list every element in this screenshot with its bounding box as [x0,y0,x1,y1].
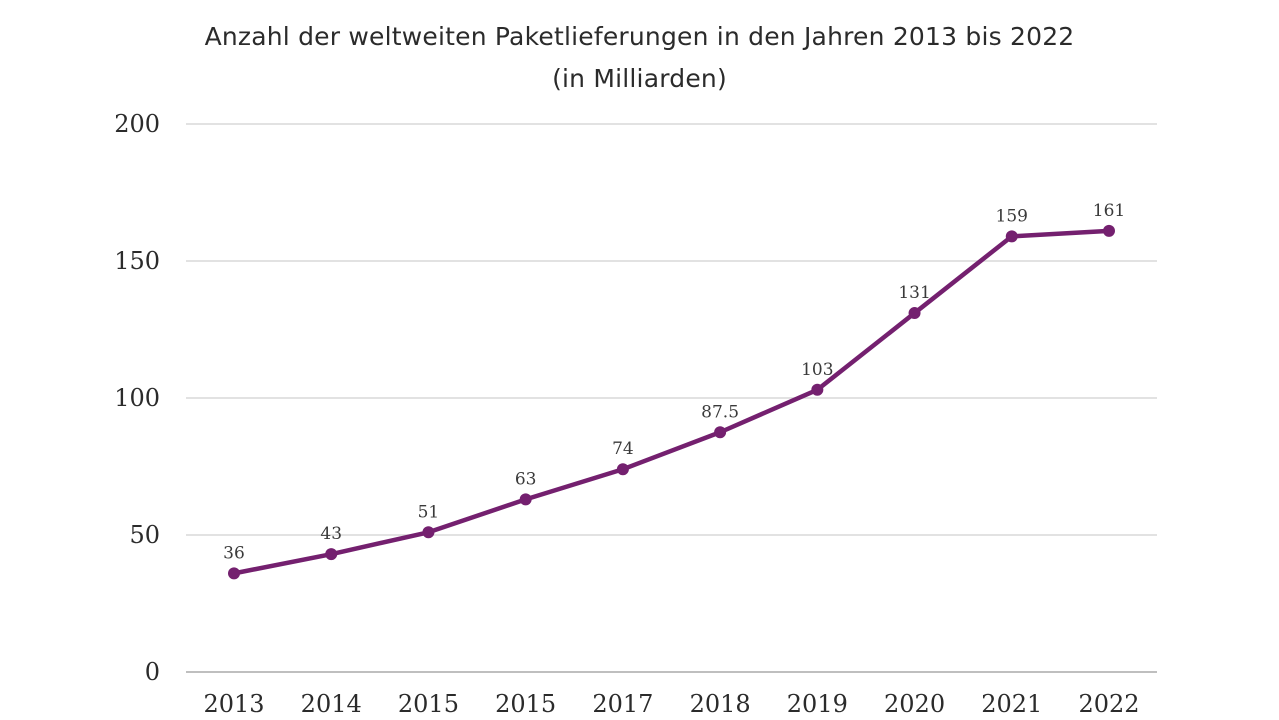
series-polyline [231,228,1112,576]
x-tick-label: 2021 [981,690,1042,718]
data-label: 103 [801,360,833,380]
y-axis-ticks: 0 50 100 150 200 [114,110,160,686]
x-tick-label: 2013 [203,690,264,718]
y-tick-label: 50 [129,521,160,549]
data-point [422,526,435,539]
data-label: 74 [612,439,634,459]
data-point [325,548,338,561]
x-tick-label: 2015 [398,690,459,718]
data-label: 63 [515,469,537,489]
x-tick-label: 2022 [1078,690,1139,718]
data-label: 131 [898,283,930,303]
data-label: 161 [1093,201,1125,221]
y-tick-label: 0 [145,658,160,686]
x-tick-label: 2020 [884,690,945,718]
data-point [519,493,532,506]
data-point [616,463,629,476]
data-point [1005,230,1018,243]
data-label: 51 [418,502,440,522]
x-axis-ticks: 2013 2014 2015 2015 2017 2018 2019 2020 2021 2022 [203,690,1139,718]
y-tick-label: 150 [114,247,160,275]
data-label: 159 [996,206,1028,226]
y-tick-label: 200 [114,110,160,138]
data-point [811,383,824,396]
x-tick-label: 2019 [787,690,848,718]
series-line [231,228,1112,576]
x-tick-label: 2018 [690,690,751,718]
data-labels: 36 43 51 63 74 87.5 103 131 159 161 [223,201,1125,563]
data-points [228,224,1115,580]
x-tick-label: 2017 [592,690,653,718]
data-label: 87.5 [701,402,739,422]
chart-subtitle: (in Milliarden) [552,64,727,93]
data-point [228,567,240,580]
grid-lines [186,123,1157,673]
x-tick-label: 2014 [301,690,362,718]
data-point [714,426,727,439]
data-label: 43 [320,524,342,544]
y-tick-label: 100 [114,384,160,412]
data-point [1103,224,1115,237]
data-point [908,307,921,320]
data-label: 36 [223,543,245,563]
x-tick-label: 2015 [495,690,556,718]
chart-title: Anzahl der weltweiten Paketlieferungen i… [204,22,1075,51]
